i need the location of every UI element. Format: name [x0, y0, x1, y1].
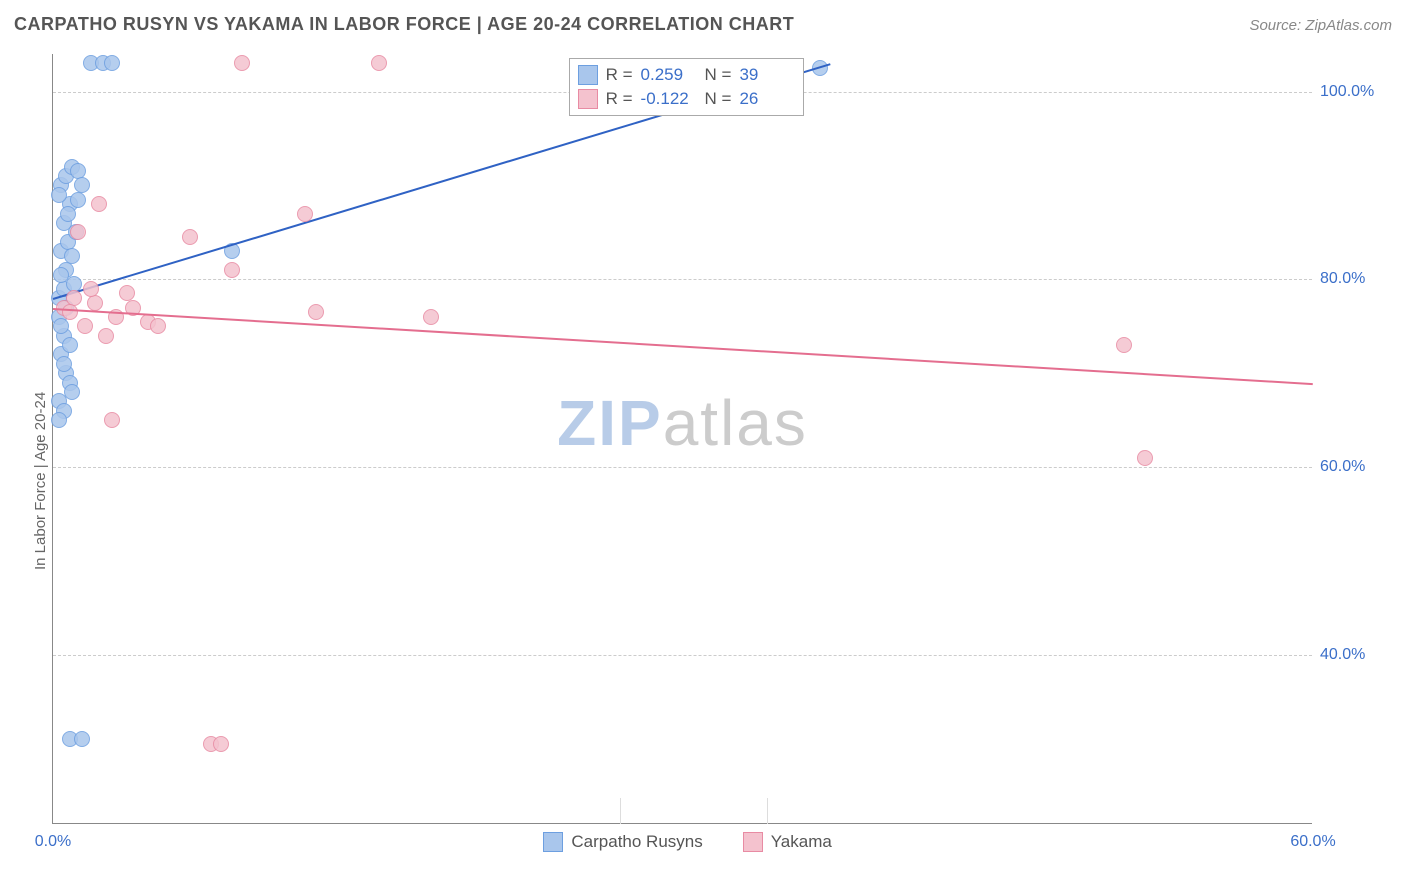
gridline-horizontal: [53, 467, 1312, 468]
chart-container: CARPATHO RUSYN VS YAKAMA IN LABOR FORCE …: [0, 0, 1406, 892]
scatter-point: [1137, 450, 1153, 466]
scatter-point: [104, 412, 120, 428]
stats-row: R = -0.122 N = 26: [578, 87, 796, 111]
scatter-point: [98, 328, 114, 344]
scatter-point: [51, 187, 67, 203]
scatter-point: [91, 196, 107, 212]
scatter-point: [62, 337, 78, 353]
title-bar: CARPATHO RUSYN VS YAKAMA IN LABOR FORCE …: [14, 14, 1392, 35]
scatter-point: [64, 384, 80, 400]
legend-swatch: [578, 89, 598, 109]
scatter-point: [371, 55, 387, 71]
scatter-point: [104, 55, 120, 71]
scatter-point: [1116, 337, 1132, 353]
legend-item: Carpatho Rusyns: [543, 832, 702, 852]
gridline-vertical: [767, 798, 768, 824]
legend-swatch: [543, 832, 563, 852]
scatter-point: [74, 731, 90, 747]
scatter-point: [308, 304, 324, 320]
gridline-horizontal: [53, 655, 1312, 656]
y-axis-label: In Labor Force | Age 20-24: [32, 392, 49, 570]
scatter-point: [64, 248, 80, 264]
scatter-point: [62, 304, 78, 320]
y-tick-label: 60.0%: [1320, 458, 1390, 476]
y-tick-label: 80.0%: [1320, 270, 1390, 288]
r-label: R =: [606, 65, 633, 85]
correlation-stats-box: R = 0.259 N = 39 R = -0.122 N = 26: [569, 58, 805, 116]
bottom-legend: Carpatho Rusyns Yakama: [543, 832, 831, 852]
r-value: -0.122: [641, 89, 697, 109]
scatter-point: [234, 55, 250, 71]
scatter-point: [60, 206, 76, 222]
scatter-point: [56, 356, 72, 372]
scatter-point: [51, 412, 67, 428]
x-tick-label: 60.0%: [1290, 833, 1335, 851]
n-label: N =: [705, 89, 732, 109]
scatter-point: [53, 318, 69, 334]
watermark-zip: ZIP: [557, 387, 663, 459]
scatter-point: [83, 281, 99, 297]
scatter-point: [423, 309, 439, 325]
stats-row: R = 0.259 N = 39: [578, 63, 796, 87]
gridline-horizontal: [53, 279, 1312, 280]
scatter-point: [213, 736, 229, 752]
legend-swatch: [578, 65, 598, 85]
y-tick-label: 40.0%: [1320, 646, 1390, 664]
legend-swatch: [743, 832, 763, 852]
scatter-point: [70, 224, 86, 240]
source-label: Source: ZipAtlas.com: [1249, 17, 1392, 34]
r-value: 0.259: [641, 65, 697, 85]
scatter-point: [150, 318, 166, 334]
scatter-point: [182, 229, 198, 245]
x-tick-label: 0.0%: [35, 833, 71, 851]
scatter-point: [87, 295, 103, 311]
n-value: 39: [739, 65, 795, 85]
n-value: 26: [739, 89, 795, 109]
chart-title: CARPATHO RUSYN VS YAKAMA IN LABOR FORCE …: [14, 14, 794, 35]
legend-label: Carpatho Rusyns: [571, 832, 702, 852]
legend-label: Yakama: [771, 832, 832, 852]
scatter-point: [224, 262, 240, 278]
scatter-point: [297, 206, 313, 222]
watermark-atlas: atlas: [663, 387, 808, 459]
n-label: N =: [705, 65, 732, 85]
plot-area: ZIPatlas 40.0%60.0%80.0%100.0%0.0%60.0%: [52, 54, 1312, 824]
y-tick-label: 100.0%: [1320, 83, 1390, 101]
gridline-vertical: [620, 798, 621, 824]
r-label: R =: [606, 89, 633, 109]
scatter-point: [70, 192, 86, 208]
scatter-point: [77, 318, 93, 334]
watermark: ZIPatlas: [557, 386, 808, 460]
legend-item: Yakama: [743, 832, 832, 852]
